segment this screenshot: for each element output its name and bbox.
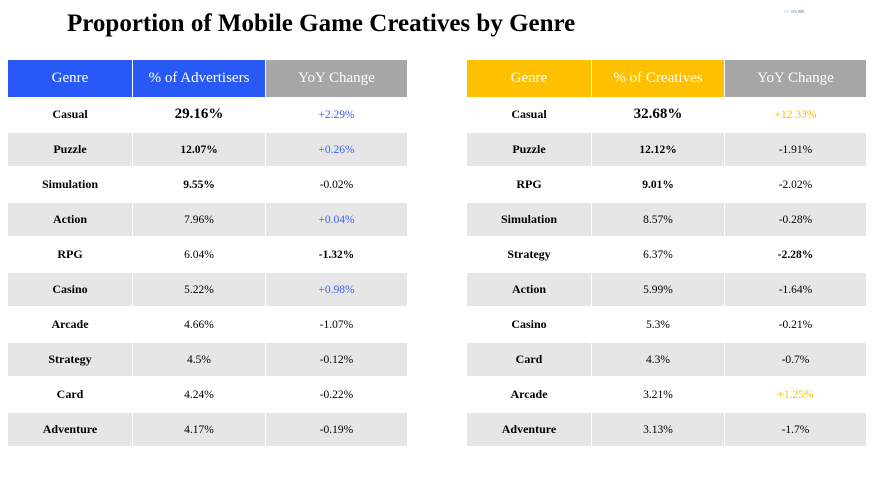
genre-cell: Adventure xyxy=(8,412,132,447)
genre-cell: Action xyxy=(8,202,132,237)
advertisers-row: Casino 5.22% +0.98% xyxy=(8,272,407,307)
share-cell: 4.66% xyxy=(132,307,266,342)
advertisers-row: Casual 29.16% +2.29% xyxy=(8,97,407,132)
genre-cell: Action xyxy=(467,272,591,307)
genre-cell: Puzzle xyxy=(8,132,132,167)
yoy-change-cell: +2.29% xyxy=(266,97,407,132)
genre-cell: Arcade xyxy=(8,307,132,342)
yoy-change-cell: -0.02% xyxy=(266,167,407,202)
share-cell: 5.3% xyxy=(591,307,725,342)
header-yoy-change: YoY Change xyxy=(266,60,407,97)
creatives-row: RPG 9.01% -2.02% xyxy=(467,167,866,202)
creatives-table: Genre % of Creatives YoY Change Casual 32… xyxy=(467,60,866,447)
share-cell: 3.21% xyxy=(591,377,725,412)
yoy-change-cell: -0.19% xyxy=(266,412,407,447)
share-cell: 4.17% xyxy=(132,412,266,447)
yoy-change-cell: +0.26% xyxy=(266,132,407,167)
share-cell: 7.96% xyxy=(132,202,266,237)
share-cell: 4.5% xyxy=(132,342,266,377)
creatives-row: Adventure 3.13% -1.7% xyxy=(467,412,866,447)
yoy-change-cell: -1.07% xyxy=(266,307,407,342)
header-yoy-change: YoY Change xyxy=(725,60,866,97)
yoy-change-cell: -1.32% xyxy=(266,237,407,272)
advertisers-row: Puzzle 12.07% +0.26% xyxy=(8,132,407,167)
genre-cell: Strategy xyxy=(467,237,591,272)
yoy-change-cell: -1.7% xyxy=(725,412,866,447)
genre-cell: Card xyxy=(467,342,591,377)
creatives-row: Arcade 3.21% +1.25% xyxy=(467,377,866,412)
yoy-change-cell: -0.22% xyxy=(266,377,407,412)
corner-decoration xyxy=(784,0,806,13)
advertisers-row: Action 7.96% +0.04% xyxy=(8,202,407,237)
share-cell: 6.04% xyxy=(132,237,266,272)
creatives-row: Casino 5.3% -0.21% xyxy=(467,307,866,342)
genre-cell: Casual xyxy=(8,97,132,132)
advertisers-row: Arcade 4.66% -1.07% xyxy=(8,307,407,342)
share-cell: 4.24% xyxy=(132,377,266,412)
advertisers-table: Genre % of Advertisers YoY Change Casual… xyxy=(8,60,407,447)
yoy-change-cell: -0.21% xyxy=(725,307,866,342)
yoy-change-cell: -1.91% xyxy=(725,132,866,167)
share-cell: 12.12% xyxy=(591,132,725,167)
advertisers-row: Simulation 9.55% -0.02% xyxy=(8,167,407,202)
share-cell: 12.07% xyxy=(132,132,266,167)
creatives-row: Card 4.3% -0.7% xyxy=(467,342,866,377)
genre-cell: Puzzle xyxy=(467,132,591,167)
share-cell: 9.01% xyxy=(591,167,725,202)
share-cell: 6.37% xyxy=(591,237,725,272)
yoy-change-cell: -0.28% xyxy=(725,202,866,237)
creatives-row: Puzzle 12.12% -1.91% xyxy=(467,132,866,167)
creatives-row: Simulation 8.57% -0.28% xyxy=(467,202,866,237)
advertisers-row: Card 4.24% -0.22% xyxy=(8,377,407,412)
genre-cell: Casual xyxy=(467,97,591,132)
yoy-change-cell: +1.25% xyxy=(725,377,866,412)
genre-cell: Strategy xyxy=(8,342,132,377)
genre-cell: RPG xyxy=(8,237,132,272)
genre-cell: Casino xyxy=(467,307,591,342)
creatives-header-row: Genre % of Creatives YoY Change xyxy=(467,60,866,97)
yoy-change-cell: -0.12% xyxy=(266,342,407,377)
share-cell: 5.99% xyxy=(591,272,725,307)
genre-cell: Casino xyxy=(8,272,132,307)
page-title: Proportion of Mobile Game Creatives by G… xyxy=(67,10,576,37)
yoy-change-cell: -1.64% xyxy=(725,272,866,307)
share-cell: 8.57% xyxy=(591,202,725,237)
yoy-change-cell: -2.02% xyxy=(725,167,866,202)
advertisers-row: Adventure 4.17% -0.19% xyxy=(8,412,407,447)
genre-cell: Simulation xyxy=(8,167,132,202)
genre-cell: RPG xyxy=(467,167,591,202)
yoy-change-cell: +0.04% xyxy=(266,202,407,237)
share-cell: 9.55% xyxy=(132,167,266,202)
share-cell: 4.3% xyxy=(591,342,725,377)
yoy-change-cell: -2.28% xyxy=(725,237,866,272)
genre-cell: Arcade xyxy=(467,377,591,412)
share-cell: 3.13% xyxy=(591,412,725,447)
share-cell: 5.22% xyxy=(132,272,266,307)
advertisers-header-row: Genre % of Advertisers YoY Change xyxy=(8,60,407,97)
creatives-row: Strategy 6.37% -2.28% xyxy=(467,237,866,272)
yoy-change-cell: -0.7% xyxy=(725,342,866,377)
advertisers-row: RPG 6.04% -1.32% xyxy=(8,237,407,272)
header-genre: Genre xyxy=(8,60,132,97)
yoy-change-cell: +12.33% xyxy=(725,97,866,132)
genre-cell: Card xyxy=(8,377,132,412)
header-genre: Genre xyxy=(467,60,591,97)
creatives-row: Casual 32.68% +12.33% xyxy=(467,97,866,132)
yoy-change-cell: +0.98% xyxy=(266,272,407,307)
genre-cell: Adventure xyxy=(467,412,591,447)
header-advertisers-share: % of Advertisers xyxy=(132,60,266,97)
share-cell: 32.68% xyxy=(591,97,725,132)
advertisers-row: Strategy 4.5% -0.12% xyxy=(8,342,407,377)
header-creatives-share: % of Creatives xyxy=(591,60,725,97)
creatives-row: Action 5.99% -1.64% xyxy=(467,272,866,307)
share-cell: 29.16% xyxy=(132,97,266,132)
genre-cell: Simulation xyxy=(467,202,591,237)
